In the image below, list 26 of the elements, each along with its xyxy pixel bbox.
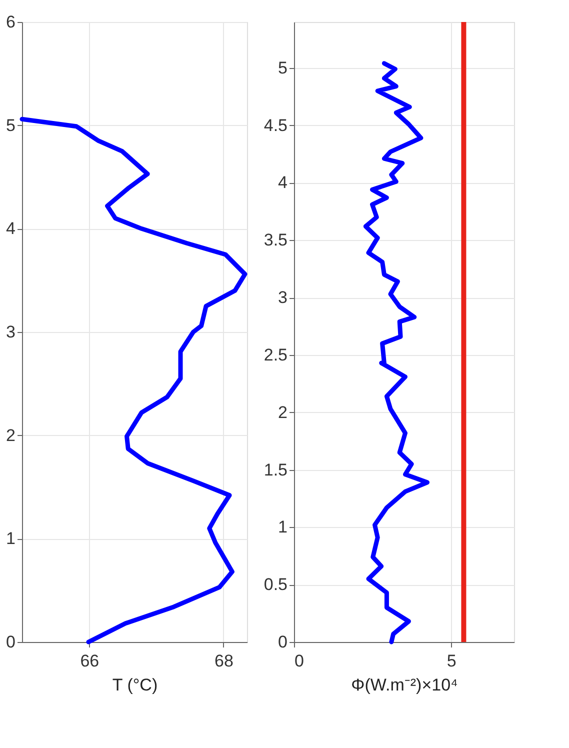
y-tick-label: 2 (278, 402, 288, 422)
y-tick-label: 4.5 (264, 116, 288, 135)
x-tick-label: 5 (446, 652, 456, 670)
y-tick-label: 4 (6, 219, 16, 238)
y-tick-label: 0.5 (264, 575, 288, 594)
y-tick-label: 3 (278, 288, 288, 308)
y-tick-label: 3 (6, 322, 16, 342)
x-tick-label: 0 (294, 652, 304, 670)
y-tick-label: 1 (6, 529, 16, 548)
y-tick-label: 3.5 (264, 230, 288, 250)
x-axis-title: T (°C) (112, 676, 158, 694)
x-tick-label: 68 (214, 652, 234, 670)
x-axis-title: Φ(W.m⁻²)×10⁴ (351, 676, 458, 694)
y-tick-label: 6 (6, 12, 16, 32)
y-tick-label: 1.5 (264, 460, 288, 480)
y-tick-label: 1 (278, 518, 288, 537)
y-tick-label: 2 (6, 426, 16, 445)
y-tick-label: 5 (278, 58, 288, 78)
line-series (363, 61, 430, 644)
y-tick-label: 0 (278, 632, 288, 652)
line-series (20, 116, 248, 644)
y-tick-label: 4 (278, 173, 288, 192)
x-tick-label: 66 (80, 652, 100, 670)
y-tick-label: 2.5 (264, 345, 288, 364)
y-tick-label: 5 (6, 116, 16, 135)
y-tick-label: 0 (6, 632, 16, 652)
